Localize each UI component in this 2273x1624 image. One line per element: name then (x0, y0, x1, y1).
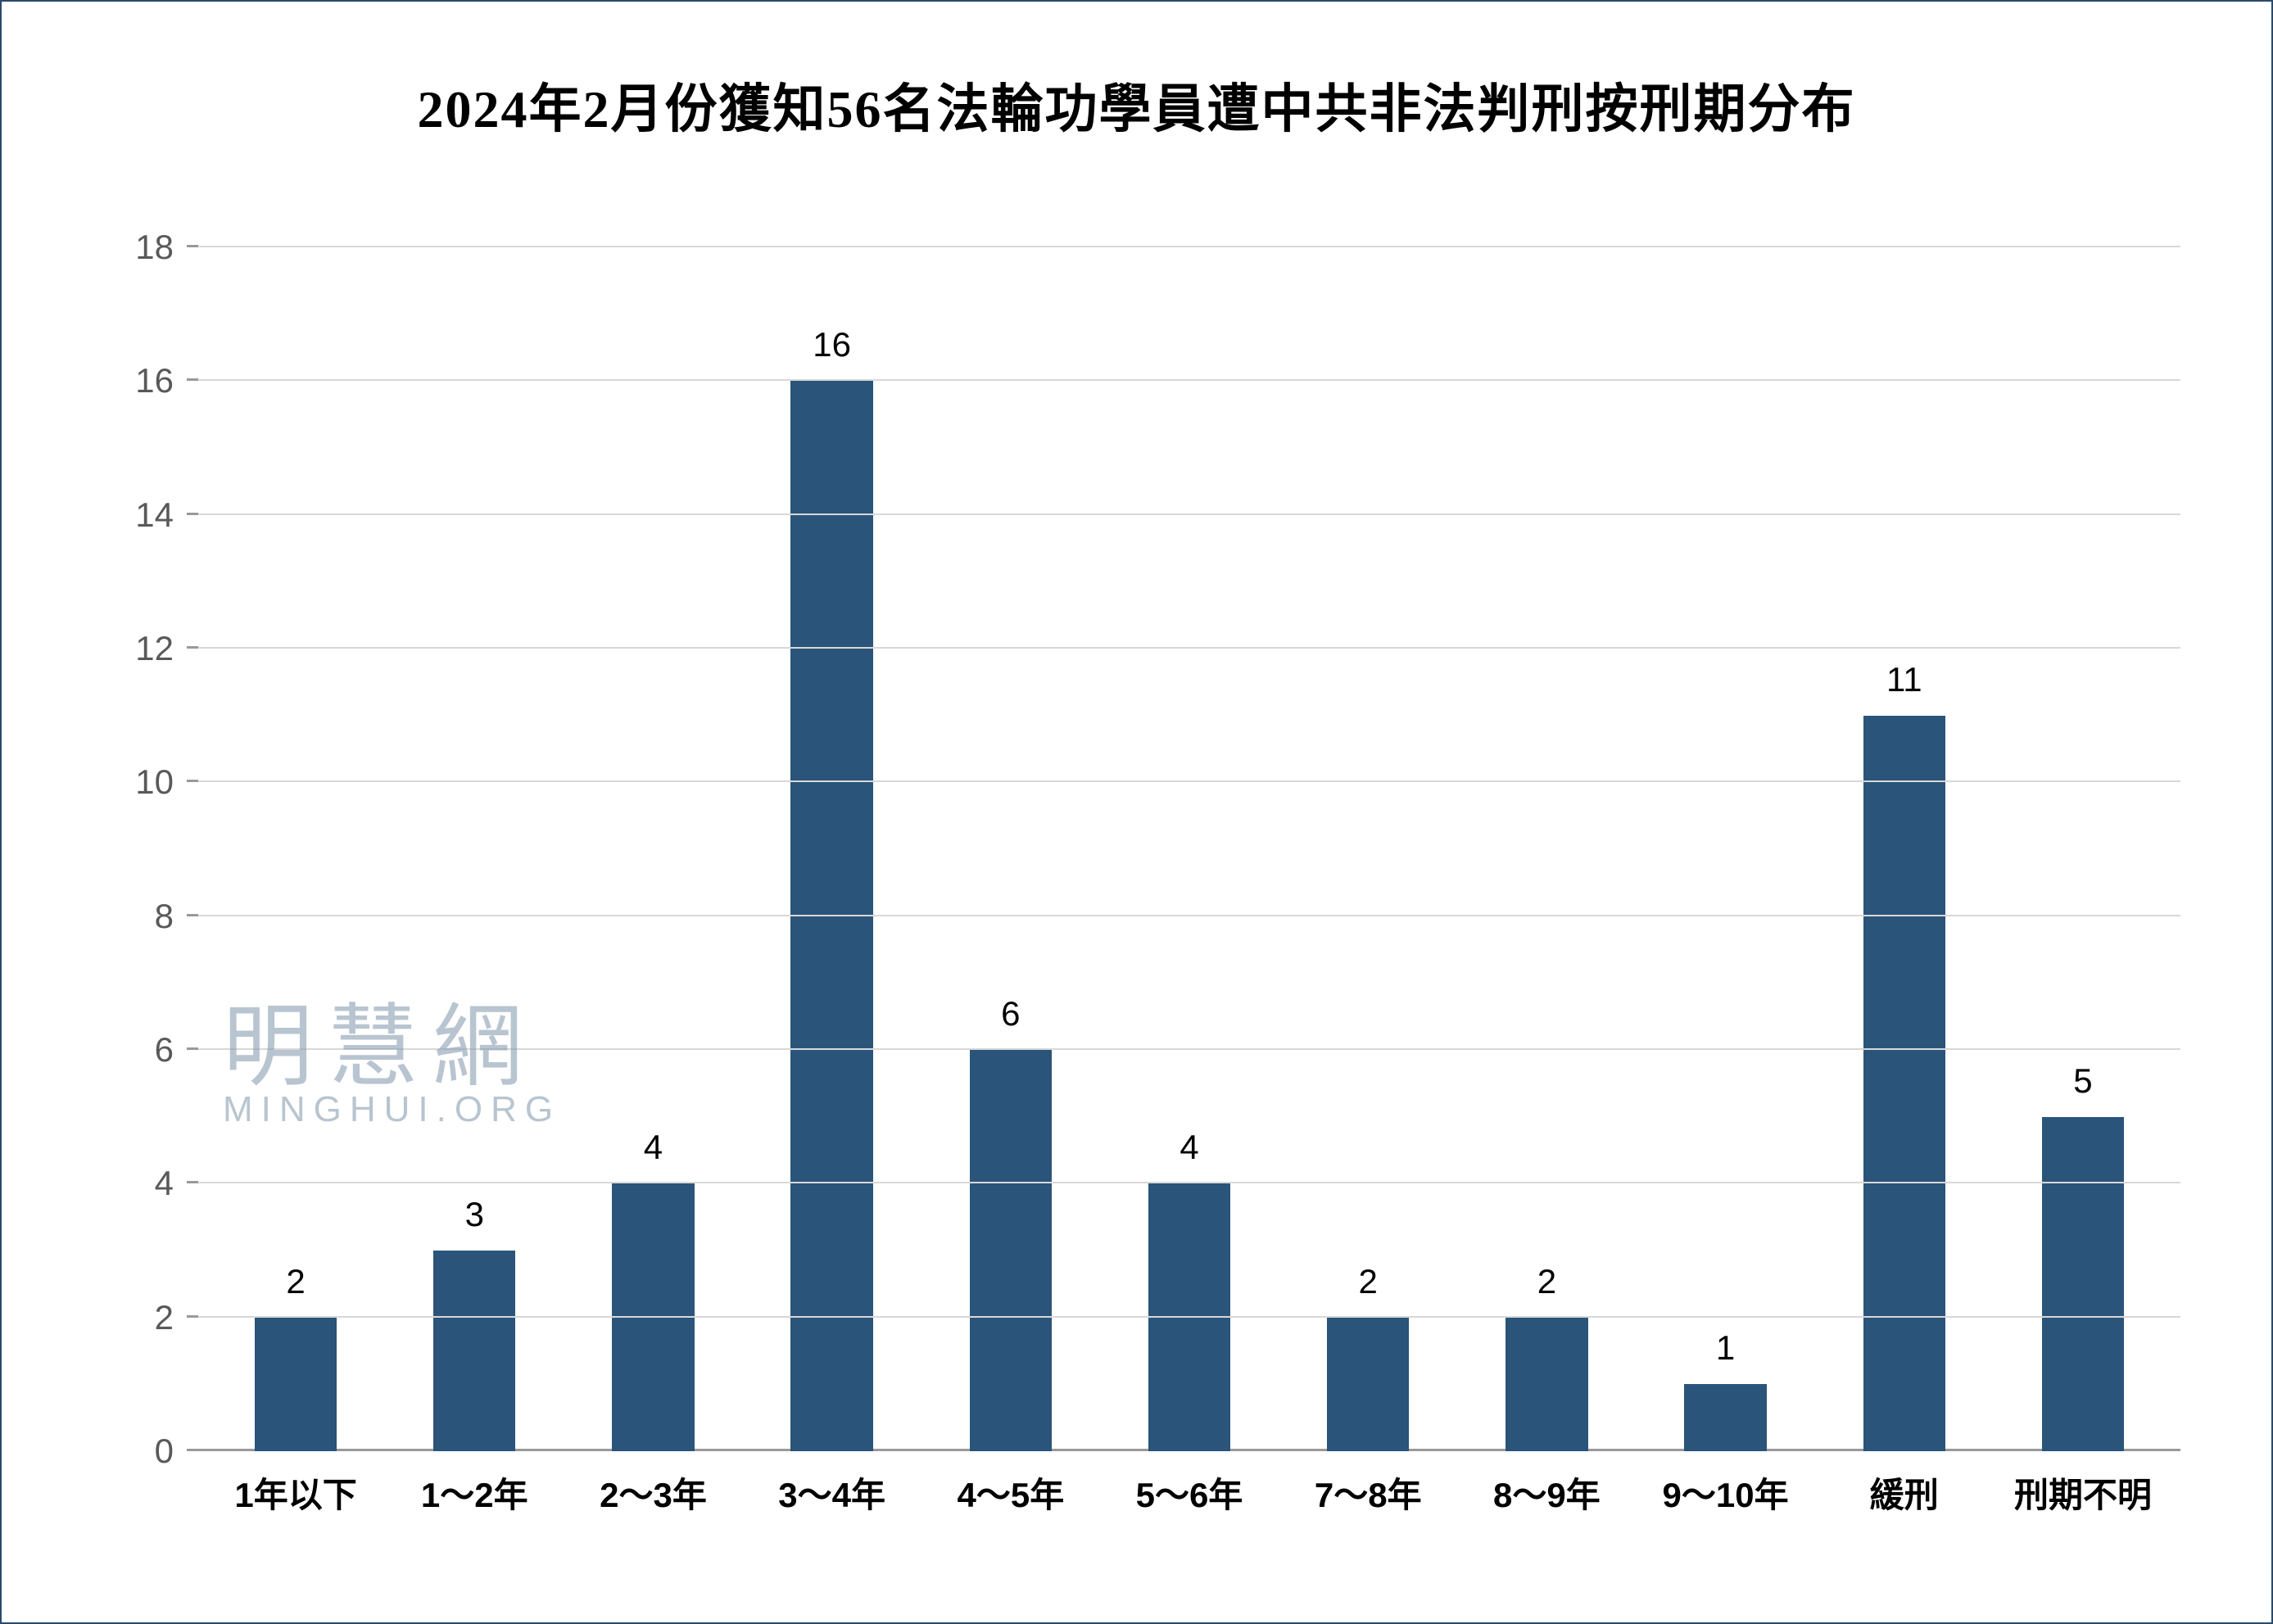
bar (790, 381, 872, 1451)
gridline (198, 647, 2180, 649)
x-axis-label: 刑期不明 (1994, 1468, 2172, 1518)
bars-container: 2341664221115 (198, 247, 2180, 1451)
plot-area: 2341664221115 024681012141618 (198, 247, 2180, 1451)
ytick-mark (187, 780, 198, 782)
bar-value-label: 4 (644, 1128, 663, 1167)
bar-slot: 3 (385, 247, 564, 1451)
bar (970, 1050, 1052, 1451)
ytick-label: 16 (135, 361, 174, 400)
bar-slot: 2 (206, 247, 385, 1451)
bar (1327, 1318, 1409, 1451)
bar (1148, 1183, 1230, 1451)
bar (612, 1183, 694, 1451)
ytick-label: 18 (135, 228, 174, 267)
ytick-mark (187, 1181, 198, 1183)
bar-slot: 4 (1100, 247, 1279, 1451)
ytick-mark (187, 646, 198, 649)
ytick-mark (187, 1449, 198, 1451)
ytick-label: 2 (155, 1298, 174, 1337)
x-axis-label: 緩刑 (1815, 1468, 1994, 1518)
x-axis-label: 5～6年 (1100, 1468, 1279, 1518)
bar-value-label: 6 (1001, 994, 1020, 1034)
chart-title: 2024年2月份獲知56名法輪功學員遭中共非法判刑按刑期分布 (2, 67, 2271, 142)
bar (1863, 716, 1945, 1451)
bar-value-label: 16 (813, 325, 851, 364)
ytick-label: 0 (155, 1432, 174, 1471)
bar-slot: 1 (1637, 247, 1815, 1451)
bar (255, 1318, 337, 1451)
x-axis-label: 2～3年 (564, 1468, 742, 1518)
x-axis-label: 7～8年 (1279, 1468, 1457, 1518)
ytick-mark (187, 1047, 198, 1050)
ytick-label: 10 (135, 762, 174, 802)
x-axis-label: 1年以下 (206, 1468, 385, 1518)
bar-slot: 2 (1457, 247, 1636, 1451)
bar-slot: 4 (564, 247, 742, 1451)
ytick-label: 8 (155, 897, 174, 936)
bar-slot: 6 (921, 247, 1100, 1451)
bar-slot: 5 (1994, 247, 2172, 1451)
bar-slot: 16 (743, 247, 921, 1451)
bar (2042, 1117, 2124, 1451)
gridline (198, 780, 2180, 782)
gridline (198, 513, 2180, 515)
gridline (198, 246, 2180, 247)
ytick-mark (187, 378, 198, 381)
x-axis-label: 4～5年 (921, 1468, 1100, 1518)
x-axis-labels: 1年以下1～2年2～3年3～4年4～5年5～6年7～8年8～9年9～10年緩刑刑… (198, 1468, 2180, 1518)
bar-value-label: 1 (1716, 1328, 1735, 1368)
ytick-mark (187, 1315, 198, 1318)
ytick-label: 14 (135, 495, 174, 535)
bar-value-label: 3 (465, 1195, 484, 1234)
ytick-label: 12 (135, 629, 174, 668)
x-axis-label: 1～2年 (385, 1468, 564, 1518)
ytick-mark (187, 245, 198, 247)
gridline (198, 915, 2180, 916)
x-axis-label: 3～4年 (743, 1468, 921, 1518)
bar-value-label: 5 (2073, 1061, 2092, 1101)
gridline (198, 1316, 2180, 1318)
bar-value-label: 2 (1537, 1262, 1556, 1301)
bar-value-label: 4 (1180, 1128, 1198, 1167)
bar (1684, 1384, 1766, 1451)
bar-value-label: 2 (1359, 1262, 1378, 1301)
ytick-label: 6 (155, 1030, 174, 1070)
ytick-mark (187, 914, 198, 916)
gridline (198, 1182, 2180, 1183)
ytick-mark (187, 513, 198, 515)
ytick-label: 4 (155, 1164, 174, 1203)
bar (433, 1251, 515, 1451)
x-axis-label: 8～9年 (1457, 1468, 1636, 1518)
x-axis-label: 9～10年 (1637, 1468, 1815, 1518)
chart-frame: 2024年2月份獲知56名法輪功學員遭中共非法判刑按刑期分布 234166422… (0, 0, 2273, 1624)
bar-slot: 11 (1815, 247, 1994, 1451)
bar-slot: 2 (1279, 247, 1457, 1451)
bar-value-label: 2 (286, 1262, 305, 1301)
bar (1506, 1318, 1587, 1451)
gridline (198, 1048, 2180, 1050)
bar-value-label: 11 (1886, 660, 1922, 699)
gridline (198, 379, 2180, 381)
